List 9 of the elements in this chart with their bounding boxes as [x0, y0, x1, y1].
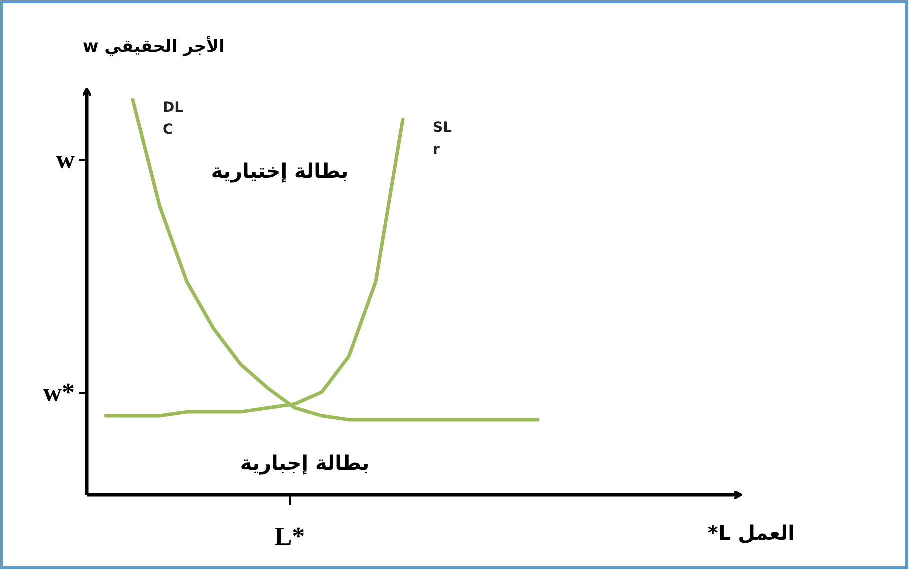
- text: w*: [43, 378, 75, 407]
- annotation: بطالة إختيارية: [211, 159, 349, 183]
- text: w: [56, 145, 76, 174]
- series-label: DL C: [163, 100, 184, 138]
- text: L*: [274, 522, 306, 551]
- annotation: بطالة إجبارية: [240, 451, 370, 475]
- text: العمل L*: [708, 521, 795, 545]
- text: SL r: [433, 120, 452, 158]
- y-axis-title: الأجر الحقيقي w: [83, 35, 225, 57]
